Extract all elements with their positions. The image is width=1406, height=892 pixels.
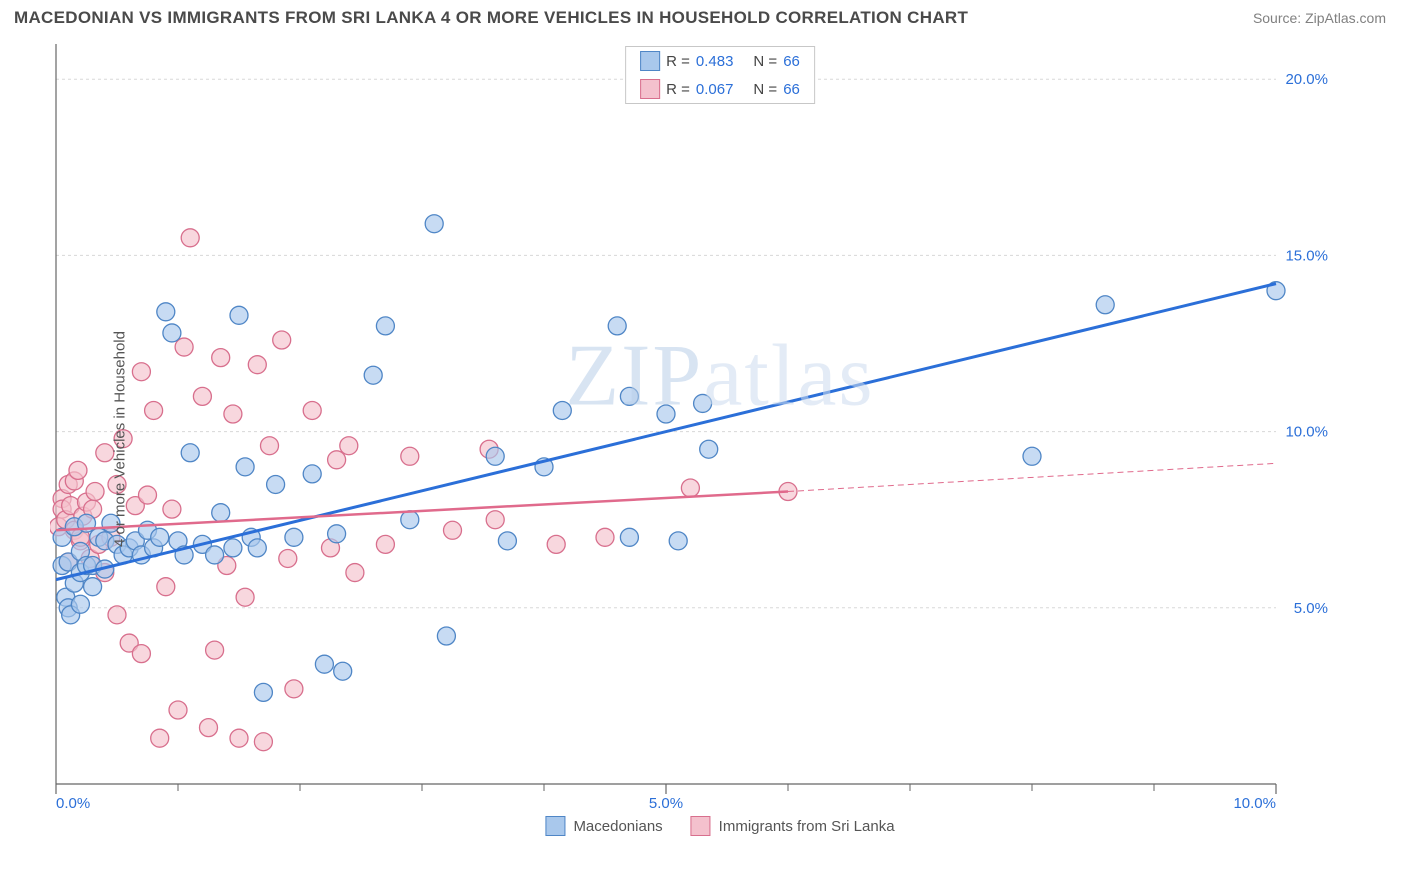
svg-text:5.0%: 5.0% [649, 795, 683, 812]
legend-series-label: Macedonians [573, 818, 662, 835]
legend-swatch [640, 79, 660, 99]
legend-series-item: Macedonians [545, 816, 662, 836]
legend-series-item: Immigrants from Sri Lanka [691, 816, 895, 836]
y-axis-label: 4 or more Vehicles in Household [111, 331, 128, 547]
legend-n-value: 66 [783, 81, 800, 98]
legend-swatch [691, 816, 711, 836]
title-bar: MACEDONIAN VS IMMIGRANTS FROM SRI LANKA … [0, 0, 1406, 32]
legend-n-label: N = [753, 53, 777, 70]
svg-text:20.0%: 20.0% [1285, 71, 1328, 88]
legend-n-label: N = [753, 81, 777, 98]
legend-row: R = 0.483 N = 66 [626, 47, 814, 75]
legend-correlation: R = 0.483 N = 66 R = 0.067 N = 66 [625, 46, 815, 104]
legend-swatch [545, 816, 565, 836]
legend-swatch [640, 51, 660, 71]
legend-row: R = 0.067 N = 66 [626, 75, 814, 103]
legend-series: Macedonians Immigrants from Sri Lanka [545, 816, 894, 836]
chart-title: MACEDONIAN VS IMMIGRANTS FROM SRI LANKA … [14, 8, 968, 28]
source-label: Source: ZipAtlas.com [1253, 10, 1386, 26]
legend-n-value: 66 [783, 53, 800, 70]
svg-text:10.0%: 10.0% [1285, 424, 1328, 441]
svg-text:10.0%: 10.0% [1233, 795, 1276, 812]
legend-r-label: R = [666, 53, 690, 70]
scatter-chart: 4 or more Vehicles in Household ZIPatlas… [50, 44, 1390, 834]
legend-r-value: 0.483 [696, 53, 734, 70]
svg-text:5.0%: 5.0% [1294, 600, 1328, 617]
svg-text:15.0%: 15.0% [1285, 247, 1328, 264]
plot-svg: 0.0% 5.0% 10.0% 5.0% 10.0% 15.0% 20.0% [50, 44, 1336, 814]
legend-r-label: R = [666, 81, 690, 98]
svg-text:0.0%: 0.0% [56, 795, 90, 812]
legend-series-label: Immigrants from Sri Lanka [719, 818, 895, 835]
legend-r-value: 0.067 [696, 81, 734, 98]
